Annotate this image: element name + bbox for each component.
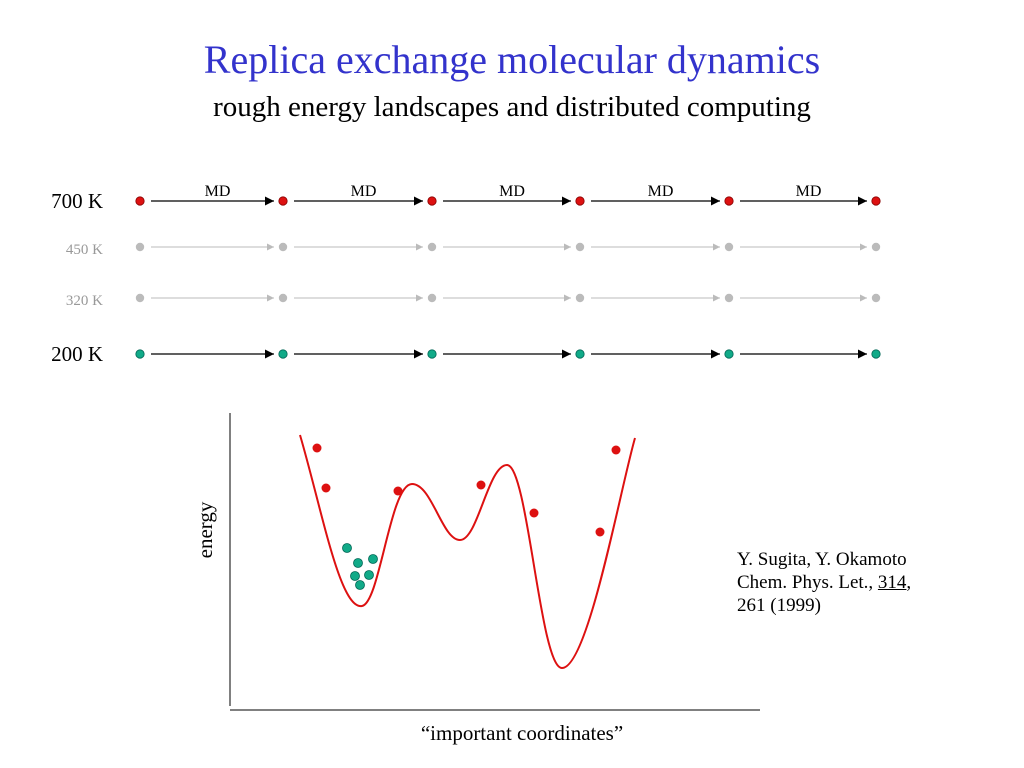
energy-axis-label: energy (193, 501, 217, 558)
replica-state-node (427, 196, 437, 206)
replica-state-node (724, 293, 734, 303)
citation-authors: Y. Sugita, Y. Okamoto (737, 549, 907, 570)
slide-title: Replica exchange molecular dynamics (203, 37, 821, 82)
md-step-label: MD (796, 183, 822, 200)
cold-point (342, 543, 352, 553)
hot-point (393, 486, 403, 496)
hot-point (529, 508, 539, 518)
replica-state-node (871, 349, 881, 359)
cold-point (368, 554, 378, 564)
replica-state-node (871, 293, 881, 303)
citation: Y. Sugita, Y. Okamoto Chem. Phys. Let., … (737, 548, 911, 617)
citation-journal: Chem. Phys. Let., (737, 572, 878, 593)
replica-state-node (575, 293, 585, 303)
energy-landscape: energy “important coordinates” (193, 413, 760, 745)
citation-pages-year: 261 (1999) (737, 595, 821, 616)
md-step-label: MD (351, 183, 377, 200)
citation-journal-line: Chem. Phys. Let., 314, (737, 571, 911, 594)
replica-state-node (575, 242, 585, 252)
replica-state-node (135, 196, 145, 206)
hot-replica-points (312, 443, 621, 537)
replica-state-node (575, 349, 585, 359)
hot-point (611, 445, 621, 455)
replica-temperature-label: 700 K (51, 189, 103, 213)
replica-state-node (427, 349, 437, 359)
cold-point (355, 580, 365, 590)
replica-rows: 700 K MD MD MD MD MD 450 K 320 K 200 K (51, 183, 881, 366)
replica-state-node (135, 293, 145, 303)
replica-state-node (724, 196, 734, 206)
replica-state-node (278, 242, 288, 252)
cold-point (364, 570, 374, 580)
citation-comma: , (906, 572, 912, 593)
cold-point (353, 558, 363, 568)
replica-state-node (135, 242, 145, 252)
replica-state-node (427, 293, 437, 303)
cold-replica-points (342, 543, 378, 590)
replica-temperature-label: 200 K (51, 342, 103, 366)
replica-state-node (724, 242, 734, 252)
replica-state-node (724, 349, 734, 359)
replica-state-node (278, 196, 288, 206)
cold-point (350, 571, 360, 581)
citation-volume: 314 (877, 572, 907, 593)
replica-state-node (871, 196, 881, 206)
replica-state-node (135, 349, 145, 359)
hot-point (321, 483, 331, 493)
replica-state-node (278, 293, 288, 303)
md-step-label: MD (499, 183, 525, 200)
replica-temperature-label: 320 K (66, 293, 103, 309)
replica-state-node (871, 242, 881, 252)
energy-curve (299, 434, 636, 670)
coordinates-axis-label: “important coordinates” (421, 721, 623, 745)
replica-temperature-label: 450 K (66, 242, 103, 258)
slide-subtitle: rough energy landscapes and distributed … (213, 91, 811, 123)
md-step-label: MD (648, 183, 674, 200)
replica-state-node (278, 349, 288, 359)
hot-point (312, 443, 322, 453)
hot-point (595, 527, 605, 537)
hot-point (476, 480, 486, 490)
replica-state-node (575, 196, 585, 206)
replica-state-node (427, 242, 437, 252)
md-step-label: MD (205, 183, 231, 200)
